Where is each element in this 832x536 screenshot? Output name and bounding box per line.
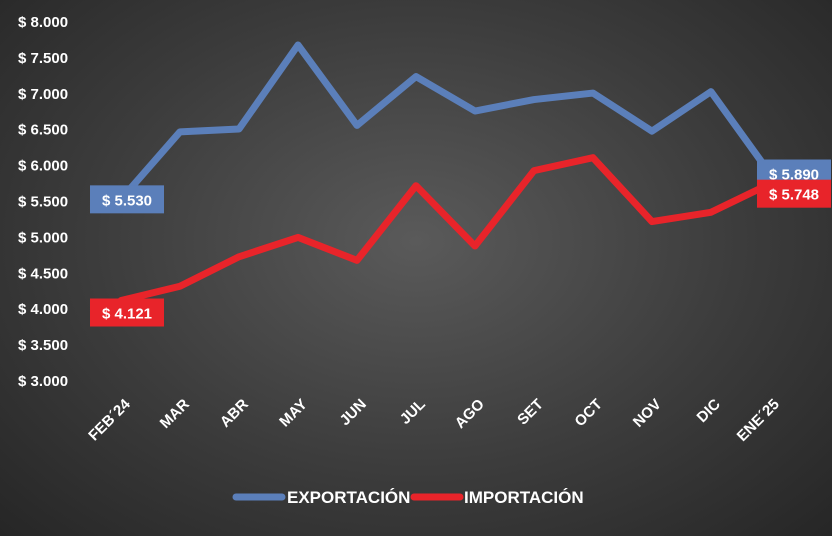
x-tick-label: AGO [452,396,488,432]
y-tick-label: $ 7.000 [18,86,68,103]
series-line-exportacion [117,41,774,203]
x-tick-label: DIC [694,396,724,426]
x-tick-label: NOV [630,396,665,431]
legend-label-importacion: IMPORTACIÓN [464,488,584,507]
y-tick-label: $ 4.000 [18,301,68,318]
y-tick-label: $ 7.500 [18,50,68,67]
x-tick-label: JUL [397,396,429,428]
x-tick-label: ENE´25 [734,396,783,445]
data-label-start-importacion: $ 4.121 [102,306,152,323]
x-tick-label: JUN [337,396,370,429]
y-tick-label: $ 6.500 [18,122,68,139]
data-label-start-exportacion-box [90,185,164,214]
x-tick-label: ABR [217,396,252,431]
y-axis: $ 3.000 $ 3.500 $ 4.000 $ 4.500 $ 5.000 $ 5.5… [18,14,68,390]
legend: EXPORTACIÓN IMPORTACIÓN [232,488,584,507]
legend-label-exportacion: EXPORTACIÓN [287,488,410,507]
x-tick-label: OCT [571,396,605,430]
x-tick-label: FEB´24 [85,395,134,444]
y-tick-label: $ 8.000 [18,14,68,31]
data-label-start-importacion-box [90,298,164,327]
y-tick-label: $ 3.000 [18,373,68,390]
data-label-end-importacion: $ 5.748 [769,187,819,204]
series-line-importacion [117,154,774,305]
y-tick-label: $ 5.500 [18,194,68,211]
x-tick-label: MAY [276,396,311,431]
data-labels: $ 5.530 $ 5.890 $ 4.121 $ 5.748 [90,159,831,327]
y-tick-label: $ 5.000 [18,229,68,246]
data-label-end-importacion-box [757,179,831,208]
data-label-start-exportacion: $ 5.530 [102,192,152,209]
x-axis: FEB´24 MAR ABR MAY JUN JUL AGO SET OCT NOV DIC ENE´… [85,395,783,445]
data-label-end-exportacion: $ 5.890 [769,166,819,183]
y-tick-label: $ 4.500 [18,265,68,282]
y-tick-label: $ 6.000 [18,158,68,175]
y-tick-label: $ 3.500 [18,337,68,354]
series-lines [117,41,774,305]
x-tick-label: MAR [157,396,193,432]
x-tick-label: SET [514,396,547,429]
